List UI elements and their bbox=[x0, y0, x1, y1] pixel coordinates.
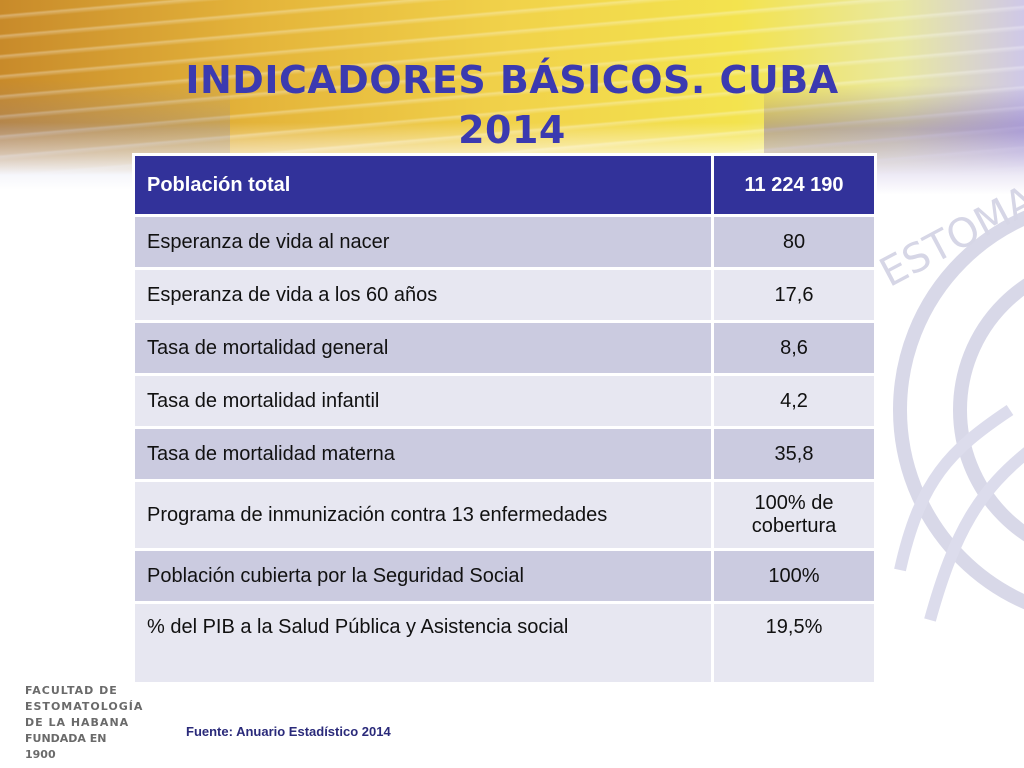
page-title-year: 2014 bbox=[458, 108, 566, 152]
watermark-seal: ESTOMA bbox=[860, 150, 1024, 680]
table-row: Población cubierta por la Seguridad Soci… bbox=[132, 548, 877, 604]
table-cell-label: Programa de inmunización contra 13 enfer… bbox=[132, 479, 714, 551]
table-cell-value: 19,5% bbox=[711, 601, 877, 685]
table-row: Programa de inmunización contra 13 enfer… bbox=[132, 479, 877, 551]
table-cell-label: % del PIB a la Salud Pública y Asistenci… bbox=[132, 601, 714, 685]
table-cell-value: 35,8 bbox=[711, 426, 877, 482]
table-row: Tasa de mortalidad materna 35,8 bbox=[132, 426, 877, 482]
table-cell-value: 17,6 bbox=[711, 267, 877, 323]
table-cell-label: Tasa de mortalidad general bbox=[132, 320, 714, 376]
logo-line: ESTOMATOLOGÍA bbox=[25, 700, 144, 713]
table-row: Esperanza de vida al nacer 80 bbox=[132, 214, 877, 270]
table-cell-label: Población total bbox=[132, 153, 714, 217]
table-row: Esperanza de vida a los 60 años 17,6 bbox=[132, 267, 877, 323]
table-header-row: Población total 11 224 190 bbox=[132, 153, 877, 217]
table-cell-value: 4,2 bbox=[711, 373, 877, 429]
logo-line: DE LA HABANA bbox=[25, 716, 130, 729]
table-cell-value: 11 224 190 bbox=[711, 153, 877, 217]
table-cell-label: Tasa de mortalidad materna bbox=[132, 426, 714, 482]
background-gradient bbox=[0, 0, 1024, 175]
background-streaks bbox=[0, 0, 1024, 175]
table-cell-value: 80 bbox=[711, 214, 877, 270]
source-note: Fuente: Anuario Estadístico 2014 bbox=[186, 724, 391, 739]
table-row: Tasa de mortalidad infantil 4,2 bbox=[132, 373, 877, 429]
page-title: INDICADORES BÁSICOS. CUBA bbox=[185, 58, 839, 102]
table-row: Tasa de mortalidad general 8,6 bbox=[132, 320, 877, 376]
table-cell-label: Esperanza de vida al nacer bbox=[132, 214, 714, 270]
indicators-table: Población total 11 224 190 Esperanza de … bbox=[132, 153, 877, 685]
table-cell-value: 8,6 bbox=[711, 320, 877, 376]
table-cell-value: 100% bbox=[711, 548, 877, 604]
table-cell-label: Esperanza de vida a los 60 años bbox=[132, 267, 714, 323]
logo-line: FACULTAD DE bbox=[25, 684, 118, 697]
table-cell-label: Población cubierta por la Seguridad Soci… bbox=[132, 548, 714, 604]
table-cell-value: 100% de cobertura bbox=[711, 479, 877, 551]
logo-line: FUNDADA EN 1900 bbox=[25, 732, 107, 761]
table-cell-label: Tasa de mortalidad infantil bbox=[132, 373, 714, 429]
table-row: % del PIB a la Salud Pública y Asistenci… bbox=[132, 601, 877, 685]
faculty-logo: FACULTAD DE ESTOMATOLOGÍA DE LA HABANA F… bbox=[25, 683, 144, 763]
